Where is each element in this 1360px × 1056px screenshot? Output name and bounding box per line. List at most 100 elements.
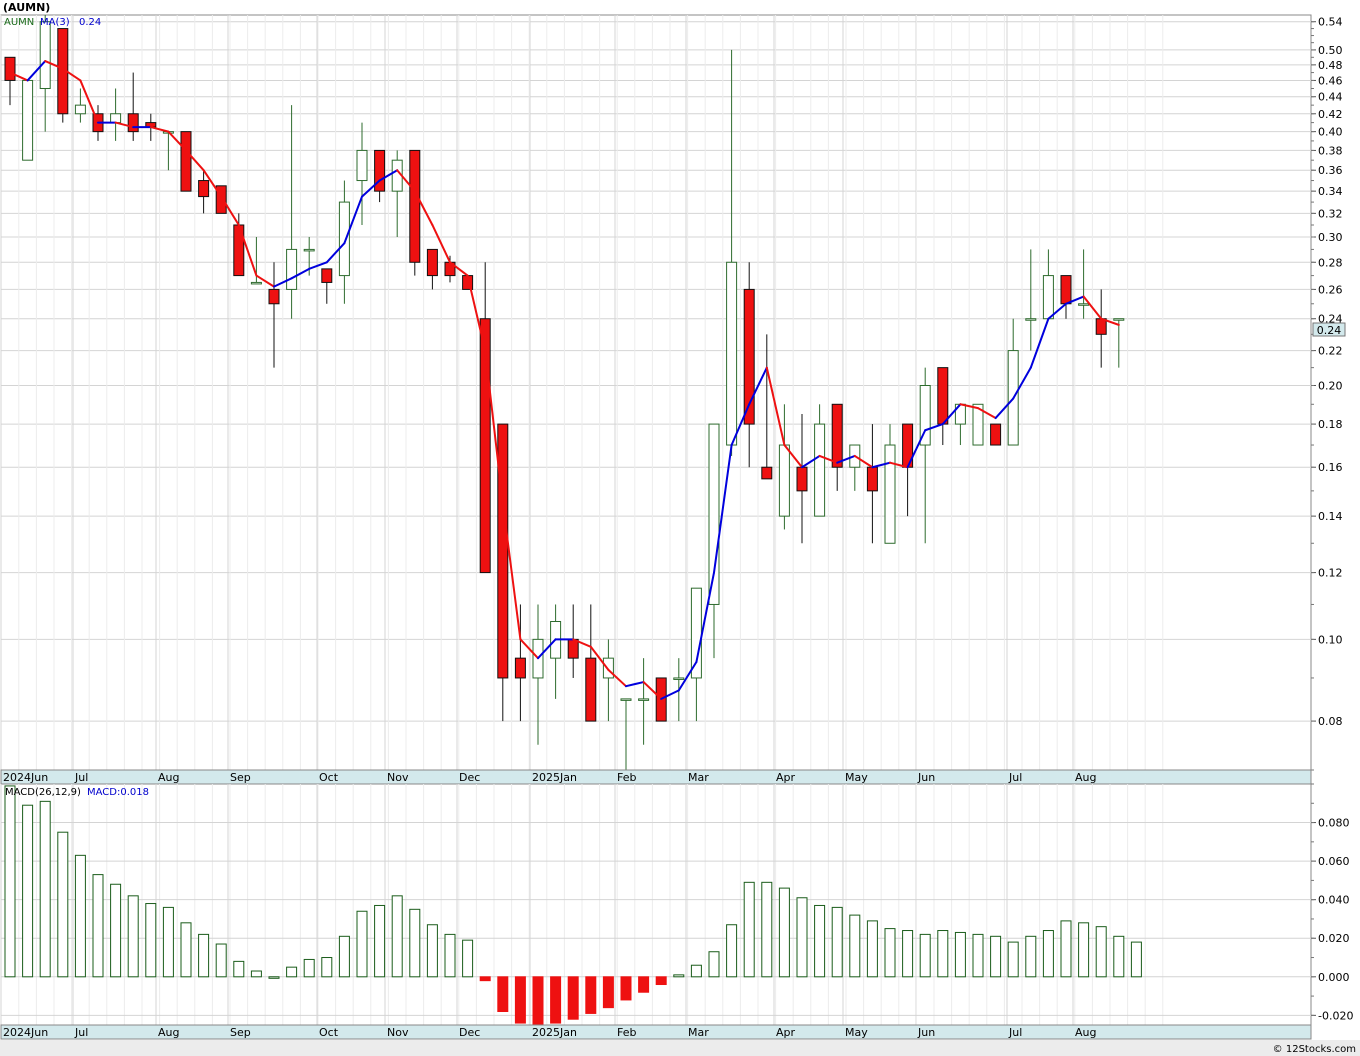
macd-bar-positive <box>796 897 808 978</box>
ma-line-segment <box>185 149 205 172</box>
macd-bar-positive <box>145 903 157 978</box>
price-x-tick-label: 2025Jan <box>532 771 577 784</box>
macd-bar-positive <box>39 800 51 978</box>
ma-line-segment <box>765 366 786 447</box>
candle-down <box>761 466 773 480</box>
price-y-tick-label: 0.24 <box>1318 313 1343 326</box>
macd-bar-positive <box>972 933 984 978</box>
price-x-tick-label: Feb <box>617 771 636 784</box>
price-panel <box>0 14 1312 771</box>
candle-down <box>831 403 843 468</box>
macd-bar-positive <box>849 914 861 978</box>
macd-x-axis: 2024Jun Jul Aug Sep Oct Nov Dec 2025Jan Feb Mar Ap… <box>3 1026 1096 1039</box>
candle-down <box>409 149 421 263</box>
price-y-tick-label: 0.12 <box>1318 567 1343 580</box>
price-y-tick-label: 0.54 <box>1318 16 1343 29</box>
ma-line-segment <box>220 195 240 226</box>
ma-line-segment <box>114 121 135 129</box>
ma-line-segment <box>994 397 1015 420</box>
price-x-tick-label: Oct <box>319 771 339 784</box>
candle-down <box>990 423 1002 446</box>
ma-line-segment <box>730 403 751 447</box>
ma-line-segment <box>325 242 346 264</box>
price-y-tick-label: 0.32 <box>1318 207 1343 220</box>
ma-line-segment <box>1029 317 1050 369</box>
candle-down <box>268 288 280 305</box>
macd-bar-positive <box>356 910 368 978</box>
ma-line-segment <box>748 366 768 406</box>
candle-up <box>1025 318 1037 321</box>
macd-bar-positive <box>1042 930 1054 978</box>
price-y-tick-label: 0.20 <box>1318 380 1343 393</box>
candle-down <box>127 113 139 133</box>
macd-y-tick-label: 0.060 <box>1318 855 1350 868</box>
macd-bar-positive <box>690 964 702 978</box>
candle-up <box>620 698 632 701</box>
macd-bar-positive <box>391 895 403 978</box>
price-y-tick-label: 0.46 <box>1318 74 1343 87</box>
price-y-tick-label: 0.48 <box>1318 59 1343 72</box>
candle-down <box>937 367 949 425</box>
candle-down <box>4 56 16 81</box>
macd-x-tick-label: Mar <box>688 1026 709 1039</box>
macd-bar-positive <box>250 970 262 978</box>
macd-bar-negative <box>567 976 579 1020</box>
macd-bar-positive <box>338 935 350 978</box>
price-x-tick-label: Apr <box>776 771 796 784</box>
candle-up <box>1042 275 1054 320</box>
macd-bar-positive <box>884 928 896 978</box>
ma-line-segment <box>589 645 610 671</box>
ma-line-segment <box>449 261 469 277</box>
candle-up <box>690 587 702 679</box>
macd-bar-positive <box>761 881 773 978</box>
macd-bar-positive <box>426 924 438 978</box>
candle-down <box>198 180 210 198</box>
price-y-tick-label: 0.42 <box>1318 108 1343 121</box>
price-y-tick-label: 0.38 <box>1318 144 1343 157</box>
legend-ma-value: 0.24 <box>79 17 101 28</box>
ma-line-segment <box>61 67 82 82</box>
ma-line-segment <box>237 223 258 277</box>
macd-bar-positive <box>778 887 790 978</box>
ma-line-segment <box>941 403 962 426</box>
candle-down <box>1060 275 1072 305</box>
macd-bar-positive <box>708 951 720 978</box>
price-x-tick-label: Aug <box>1075 771 1096 784</box>
macd-bar-negative <box>532 976 544 1028</box>
macd-x-tick-label: Apr <box>776 1026 796 1039</box>
macd-bar-positive <box>1113 935 1125 978</box>
candle-up <box>303 248 315 252</box>
ma-line-segment <box>26 60 47 82</box>
ma-line-segment <box>9 71 29 82</box>
ma-line-segment <box>1065 295 1085 305</box>
ma-line-segment <box>149 126 170 133</box>
price-y-tick-label: 0.40 <box>1318 126 1343 139</box>
price-y-tick-label: 0.22 <box>1318 345 1343 358</box>
candle-up <box>814 423 826 517</box>
candle-up <box>39 21 51 89</box>
macd-bar-positive <box>268 976 280 979</box>
price-y-tick-label: 0.36 <box>1318 164 1343 177</box>
candle-up <box>919 385 931 446</box>
price-x-tick-label: 2024Jun <box>3 771 48 784</box>
macd-y-tick-label: 0.080 <box>1318 817 1350 830</box>
ma-line-segment <box>924 423 944 432</box>
price-y-tick-label: 0.18 <box>1318 418 1343 431</box>
price-y-tick-label: 0.34 <box>1318 185 1343 198</box>
macd-bar-positive <box>374 904 386 978</box>
candle-down <box>426 248 438 277</box>
ma-line-segment <box>660 689 680 700</box>
legend-symbol: AUMN <box>4 17 34 28</box>
price-x-tick-label: Nov <box>387 771 409 784</box>
candle-up <box>356 149 368 182</box>
macd-x-axis-band <box>0 1024 1312 1040</box>
price-y-tick-label: 0.26 <box>1318 283 1343 296</box>
candle-up <box>673 677 685 680</box>
macd-bar-negative <box>479 976 491 982</box>
candle-down <box>1095 318 1107 335</box>
macd-bar-positive <box>110 883 122 978</box>
ma-line-segment <box>413 190 434 226</box>
price-y-tick-label: 0.08 <box>1318 715 1343 728</box>
candle-down <box>374 149 386 192</box>
macd-x-tick-label: May <box>845 1026 868 1039</box>
